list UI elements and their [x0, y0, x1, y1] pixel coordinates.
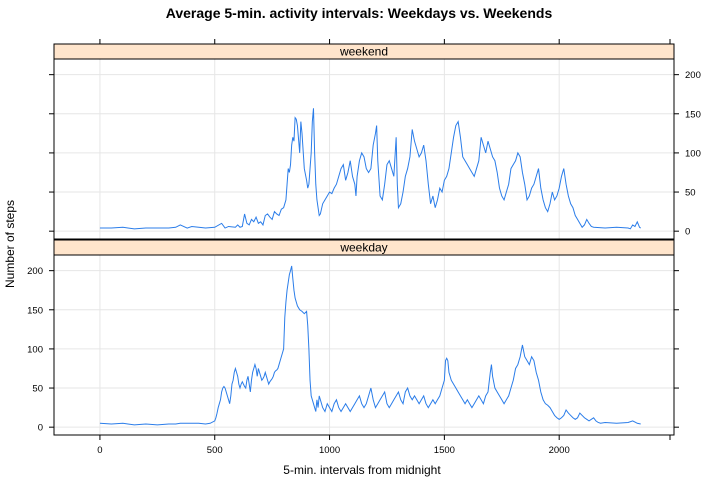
chart-title: Average 5-min. activity intervals: Weekd…: [166, 5, 553, 21]
y-tick-label: 100: [685, 148, 701, 159]
y-tick-label: 200: [27, 266, 43, 277]
x-tick-label: 1500: [434, 445, 455, 456]
y-tick-label: 200: [685, 70, 701, 81]
strip-label-weekday: weekday: [339, 241, 387, 255]
y-tick-label: 0: [685, 227, 690, 238]
y-tick-label: 50: [32, 384, 43, 395]
x-tick-label: 2000: [549, 445, 570, 456]
y-axis-label: Number of steps: [3, 200, 17, 288]
x-tick-label: 1000: [319, 445, 340, 456]
strip-label-weekend: weekend: [339, 45, 388, 59]
series-line-weekday: [99, 265, 641, 426]
y-tick-label: 100: [27, 344, 43, 355]
panel-border-weekday: [53, 254, 675, 436]
series-line-weekend: [99, 108, 641, 230]
x-tick-label: 500: [207, 445, 223, 456]
x-tick-label: 0: [97, 445, 102, 456]
y-tick-label: 150: [685, 109, 701, 120]
y-tick-label: 0: [38, 423, 43, 434]
x-axis-label: 5-min. intervals from midnight: [283, 463, 441, 477]
y-tick-label: 150: [27, 305, 43, 316]
panel-weekend: weekend 0 50 100 150 200: [49, 43, 701, 240]
y-tick-label: 50: [685, 188, 696, 199]
panel-weekday: weekday 0 50 100 150 200: [27, 239, 679, 436]
panel-border-weekend: [53, 58, 675, 240]
